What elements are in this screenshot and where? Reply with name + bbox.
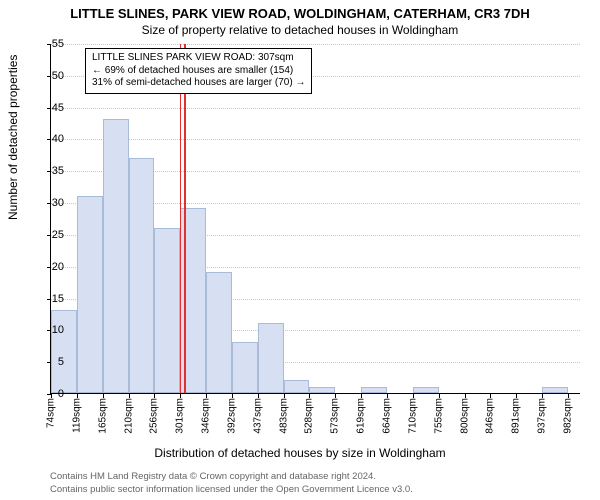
histogram-bar [103, 119, 129, 393]
xtick-label: 664sqm [381, 398, 392, 434]
annotation-line2: ← 69% of detached houses are smaller (15… [92, 65, 305, 78]
xtick-label: 437sqm [252, 398, 263, 434]
y-axis-label: Number of detached properties [6, 55, 20, 220]
annotation-line3: 31% of semi-detached houses are larger (… [92, 77, 305, 90]
ytick-label: 30 [34, 197, 64, 209]
ytick-label: 5 [34, 356, 64, 368]
annotation-line1: LITTLE SLINES PARK VIEW ROAD: 307sqm [92, 52, 305, 65]
plot-area: 74sqm119sqm165sqm210sqm256sqm301sqm346sq… [50, 44, 580, 394]
ytick-label: 20 [34, 261, 64, 273]
xtick-label: 346sqm [201, 398, 212, 434]
chart-area: 74sqm119sqm165sqm210sqm256sqm301sqm346sq… [50, 44, 580, 394]
ytick-label: 0 [34, 388, 64, 400]
histogram-bar [232, 342, 258, 393]
xtick-label: 891sqm [511, 398, 522, 434]
chart-title: LITTLE SLINES, PARK VIEW ROAD, WOLDINGHA… [0, 0, 600, 21]
xtick-label: 301sqm [175, 398, 186, 434]
property-marker-line [184, 44, 186, 393]
histogram-bar [361, 387, 387, 393]
ytick-label: 15 [34, 293, 64, 305]
footer-attribution: Contains HM Land Registry data © Crown c… [50, 471, 413, 496]
ytick-label: 40 [34, 133, 64, 145]
xtick-label: 982sqm [562, 398, 573, 434]
bin-boundary-line [180, 44, 181, 393]
x-axis-label: Distribution of detached houses by size … [0, 446, 600, 460]
histogram-bar [129, 158, 155, 393]
xtick-label: 573sqm [330, 398, 341, 434]
ytick-label: 35 [34, 165, 64, 177]
gridline-h [51, 139, 580, 140]
xtick-label: 256sqm [149, 398, 160, 434]
ytick-label: 55 [34, 38, 64, 50]
ytick-label: 10 [34, 324, 64, 336]
histogram-bar [77, 196, 103, 393]
xtick-label: 619sqm [356, 398, 367, 434]
gridline-h [51, 108, 580, 109]
histogram-bar [413, 387, 439, 393]
xtick-label: 846sqm [485, 398, 496, 434]
footer-line2: Contains public sector information licen… [50, 484, 413, 496]
annotation-box: LITTLE SLINES PARK VIEW ROAD: 307sqm← 69… [85, 48, 312, 94]
xtick-label: 74sqm [46, 398, 57, 428]
footer-line1: Contains HM Land Registry data © Crown c… [50, 471, 413, 483]
xtick-label: 755sqm [433, 398, 444, 434]
histogram-bar [284, 380, 310, 393]
histogram-bar [206, 272, 232, 393]
ytick-label: 50 [34, 70, 64, 82]
ytick-label: 45 [34, 102, 64, 114]
xtick-label: 528sqm [304, 398, 315, 434]
xtick-label: 800sqm [459, 398, 470, 434]
ytick-label: 25 [34, 229, 64, 241]
histogram-bar [154, 228, 180, 393]
gridline-h [51, 44, 580, 45]
chart-subtitle: Size of property relative to detached ho… [0, 21, 600, 37]
xtick-label: 937sqm [537, 398, 548, 434]
histogram-bar [309, 387, 335, 393]
histogram-bar [542, 387, 568, 393]
xtick-label: 119sqm [71, 398, 82, 433]
histogram-bar [258, 323, 284, 393]
histogram-bar [51, 310, 77, 393]
xtick-label: 483sqm [278, 398, 289, 434]
xtick-label: 210sqm [123, 398, 134, 434]
xtick-label: 710sqm [407, 398, 418, 434]
xtick-label: 165sqm [97, 398, 108, 434]
xtick-label: 392sqm [226, 398, 237, 434]
